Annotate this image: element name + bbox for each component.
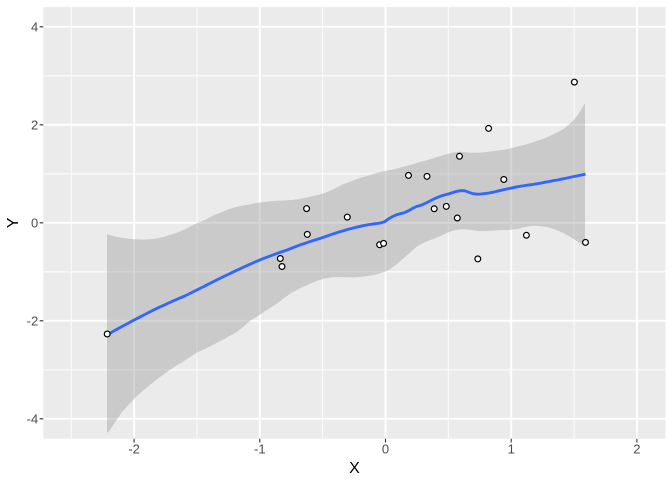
- svg-text:2: 2: [633, 442, 640, 457]
- svg-text:0: 0: [31, 215, 38, 230]
- svg-text:-2: -2: [128, 442, 140, 457]
- svg-text:-1: -1: [254, 442, 266, 457]
- svg-text:Y: Y: [5, 217, 22, 228]
- svg-text:-4: -4: [27, 411, 39, 426]
- svg-text:1: 1: [508, 442, 515, 457]
- svg-text:4: 4: [31, 19, 38, 34]
- svg-text:-2: -2: [27, 313, 39, 328]
- svg-text:X: X: [349, 460, 360, 477]
- svg-text:2: 2: [31, 117, 38, 132]
- svg-text:0: 0: [382, 442, 389, 457]
